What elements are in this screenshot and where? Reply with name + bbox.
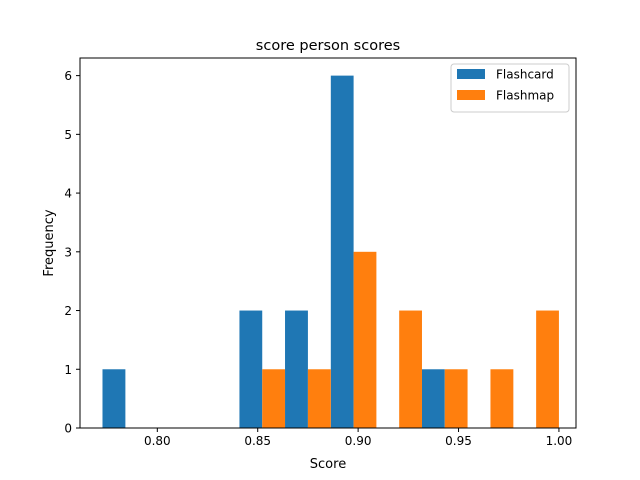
y-tick-label: 5 bbox=[64, 128, 72, 142]
plot-frame bbox=[79, 57, 577, 429]
y-tick-label: 2 bbox=[64, 304, 72, 318]
legend-swatch-flashcard bbox=[457, 69, 485, 79]
y-tick-label: 3 bbox=[64, 245, 72, 259]
bar-flashmap-bin-3 bbox=[262, 369, 286, 428]
y-tick-label: 4 bbox=[64, 187, 72, 201]
x-tick-label: 1.00 bbox=[546, 434, 573, 448]
bar-flashmap-bin-8 bbox=[490, 369, 514, 428]
x-tick-label: 0.90 bbox=[345, 434, 372, 448]
bar-flashcard-bin-5 bbox=[330, 75, 354, 428]
y-tick-label: 0 bbox=[64, 422, 72, 436]
bar-flashmap-bin-5 bbox=[353, 251, 377, 428]
legend-label-flashmap: Flashmap bbox=[496, 89, 554, 103]
bars-group bbox=[102, 75, 559, 428]
x-tick-label: 0.85 bbox=[244, 434, 271, 448]
x-axis: 0.80 0.85 0.90 0.95 1.00 bbox=[144, 428, 572, 448]
y-axis: 0 1 2 3 4 5 6 bbox=[64, 69, 80, 436]
bar-flashcard-bin-3 bbox=[239, 310, 263, 428]
legend-swatch-flashmap bbox=[457, 90, 485, 100]
x-tick-label: 0.80 bbox=[144, 434, 171, 448]
bar-flashmap-bin-9 bbox=[536, 310, 559, 428]
y-axis-label: Frequency bbox=[42, 209, 57, 276]
bar-flashmap-bin-7 bbox=[444, 369, 468, 428]
bar-flashcard-bin-7 bbox=[421, 369, 445, 428]
y-tick-label: 6 bbox=[64, 69, 72, 83]
bar-flashcard-bin-4 bbox=[285, 310, 308, 428]
x-tick-label: 0.95 bbox=[445, 434, 472, 448]
bar-flashmap-bin-4 bbox=[307, 369, 331, 428]
chart-title: score person scores bbox=[256, 38, 400, 54]
y-tick-label: 1 bbox=[64, 363, 72, 377]
x-axis-label: Score bbox=[310, 457, 346, 472]
bar-flashmap-bin-6 bbox=[399, 310, 422, 428]
bar-flashcard-bin-0 bbox=[102, 369, 126, 428]
legend-label-flashcard: Flashcard bbox=[496, 68, 554, 82]
legend: Flashcard Flashmap bbox=[450, 63, 570, 113]
